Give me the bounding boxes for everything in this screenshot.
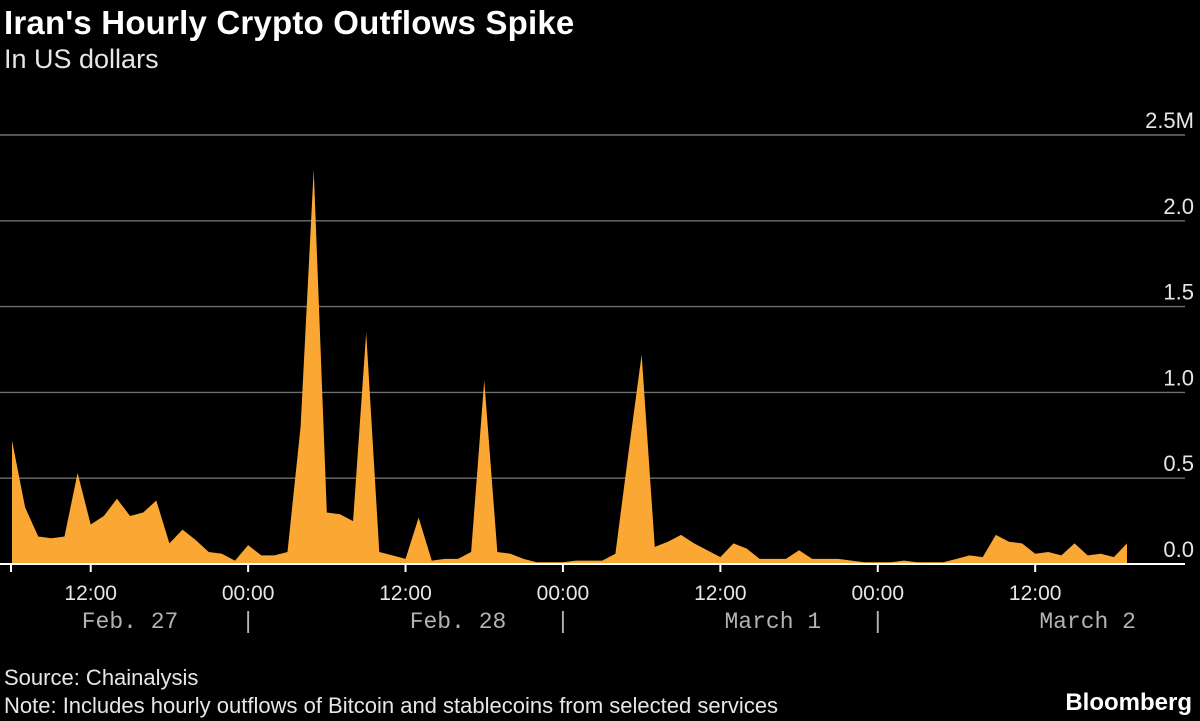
day-labels: Feb. 27 Feb. 28 March 1 March 2 | | | (82, 609, 1136, 635)
day-separator-2: | (871, 609, 885, 635)
y-axis-labels: 0.0 0.5 1.0 1.5 2.0 2.5M (1145, 108, 1194, 562)
y-tick-label-3: 1.5 (1163, 280, 1194, 305)
gridlines (0, 134, 1185, 479)
bloomberg-logo: Bloomberg (1065, 689, 1192, 716)
chart-title: Iran's Hourly Crypto Outflows Spike (4, 4, 575, 41)
x-tick-label-4: 12:00 (694, 582, 747, 605)
x-axis-ticks: 12:00 00:00 12:00 00:00 12:00 00:00 12:00 (10, 564, 1062, 605)
x-tick-label-1: 00:00 (222, 582, 275, 605)
chart-subtitle: In US dollars (4, 44, 159, 74)
y-tick-label-4: 2.0 (1163, 194, 1194, 219)
day-label-0: Feb. 27 (82, 609, 179, 635)
footnote: Note: Includes hourly outflows of Bitcoi… (4, 693, 779, 718)
y-tick-label-1: 0.5 (1163, 451, 1194, 476)
day-label-3: March 2 (1039, 609, 1136, 635)
x-tick-label-6: 12:00 (1009, 582, 1062, 605)
x-tick-label-3: 00:00 (537, 582, 590, 605)
day-label-1: Feb. 28 (410, 609, 507, 635)
x-tick-label-2: 12:00 (379, 582, 432, 605)
y-tick-label-0: 0.0 (1163, 537, 1194, 562)
y-tick-label-5: 2.5M (1145, 108, 1194, 133)
x-tick-label-0: 12:00 (64, 582, 117, 605)
day-separator-1: | (556, 609, 570, 635)
x-tick-label-5: 00:00 (851, 582, 904, 605)
y-tick-label-2: 1.0 (1163, 365, 1194, 390)
source-note: Source: Chainalysis (4, 665, 199, 690)
outflow-area-series (12, 169, 1127, 564)
day-label-2: March 1 (725, 609, 822, 635)
day-separator-0: | (241, 609, 255, 635)
